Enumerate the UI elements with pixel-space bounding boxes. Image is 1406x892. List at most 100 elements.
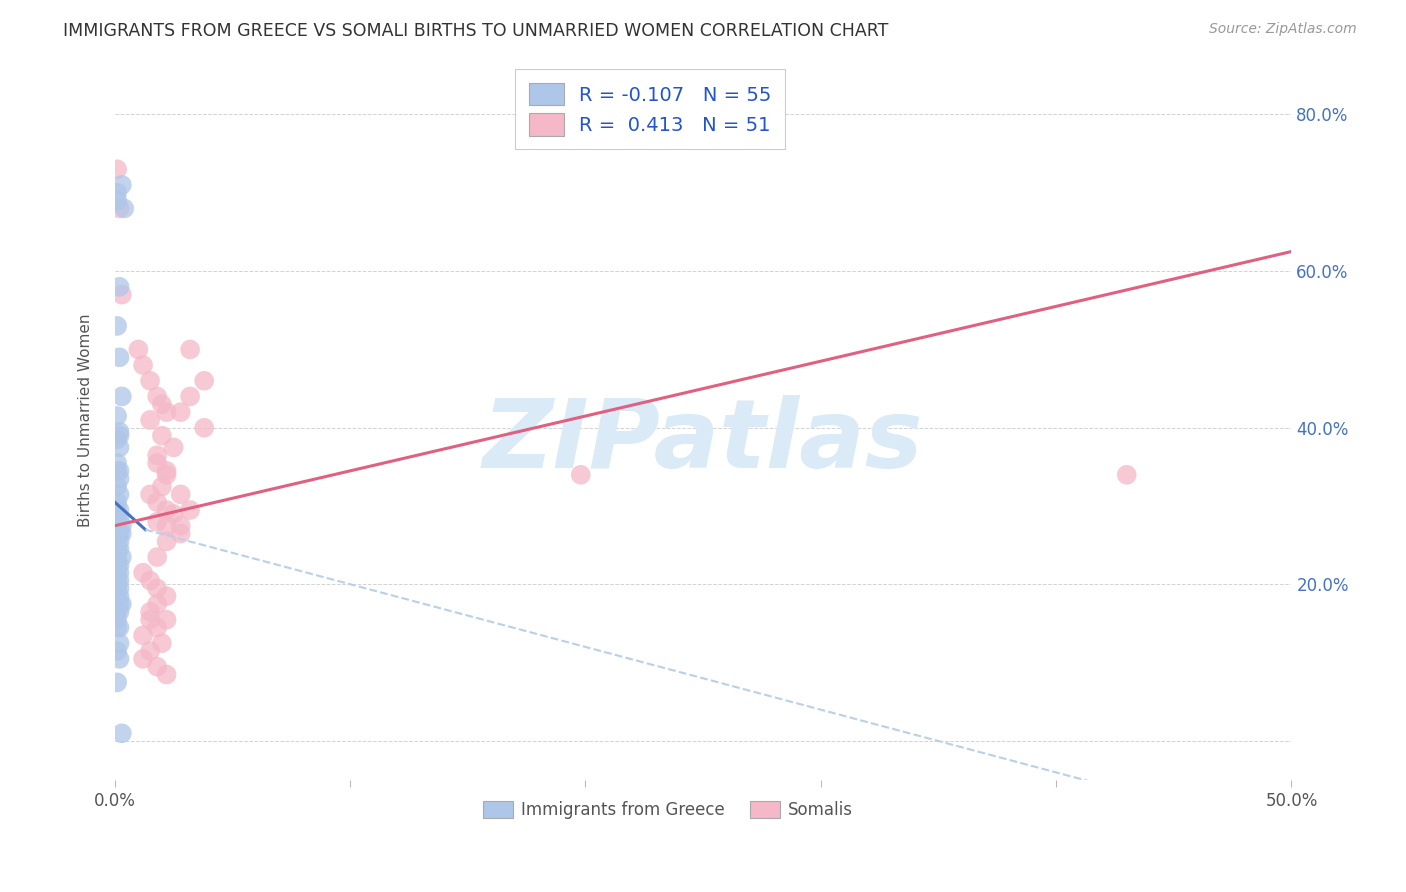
Point (111, 518, 134, 533)
Point (108, 558, 131, 572)
Point (108, 582, 131, 596)
Legend: Immigrants from Greece, Somalis: Immigrants from Greece, Somalis (477, 795, 859, 826)
Point (155, 518, 177, 533)
Point (108, 589, 131, 603)
Point (111, 726, 134, 740)
Point (108, 472, 131, 486)
Point (179, 343, 201, 357)
Point (108, 605, 131, 619)
Point (108, 566, 131, 580)
Point (139, 574, 162, 588)
Point (127, 343, 149, 357)
Point (146, 448, 169, 462)
Point (150, 397, 173, 411)
Point (108, 487, 131, 501)
Point (132, 358, 155, 372)
Point (108, 202, 131, 216)
Point (108, 464, 131, 478)
Point (105, 495, 128, 509)
Point (108, 511, 131, 525)
Point (108, 428, 131, 442)
Point (170, 518, 193, 533)
Point (155, 464, 177, 478)
Point (155, 667, 177, 681)
Point (105, 589, 128, 603)
Point (150, 479, 173, 493)
Point (139, 613, 162, 627)
Point (105, 605, 128, 619)
Point (155, 503, 177, 517)
Point (569, 467, 592, 482)
Point (146, 495, 169, 509)
Point (105, 549, 128, 564)
Point (108, 542, 131, 557)
Point (155, 589, 177, 603)
Point (105, 558, 128, 572)
Point (146, 582, 169, 596)
Point (108, 574, 131, 588)
Point (105, 582, 128, 596)
Point (105, 479, 128, 493)
Point (150, 428, 173, 442)
Text: Source: ZipAtlas.com: Source: ZipAtlas.com (1209, 22, 1357, 37)
Point (108, 503, 131, 517)
Point (170, 405, 193, 419)
Text: ZIPatlas: ZIPatlas (482, 395, 924, 488)
Point (111, 178, 134, 192)
Point (146, 549, 169, 564)
Point (179, 389, 201, 403)
Point (111, 287, 134, 301)
Point (105, 464, 128, 478)
Point (170, 487, 193, 501)
Point (108, 652, 131, 666)
Point (155, 467, 177, 482)
Point (193, 374, 215, 388)
Point (162, 441, 184, 455)
Point (105, 318, 128, 333)
Point (105, 162, 128, 177)
Point (105, 613, 128, 627)
Point (108, 441, 131, 455)
Point (139, 413, 162, 427)
Point (111, 549, 134, 564)
Point (105, 621, 128, 635)
Point (179, 503, 201, 517)
Point (139, 644, 162, 658)
Point (139, 605, 162, 619)
Point (105, 409, 128, 423)
Point (105, 511, 128, 525)
Point (170, 526, 193, 541)
Point (105, 433, 128, 447)
Point (146, 456, 169, 470)
Point (105, 566, 128, 580)
Point (108, 636, 131, 650)
Point (112, 202, 135, 216)
Point (162, 507, 184, 521)
Point (146, 389, 169, 403)
Point (146, 659, 169, 673)
Point (1115, 467, 1137, 482)
Point (108, 526, 131, 541)
Point (139, 374, 162, 388)
Point (132, 652, 155, 666)
Point (155, 405, 177, 419)
Point (146, 621, 169, 635)
Point (132, 628, 155, 642)
Point (111, 526, 134, 541)
Point (108, 351, 131, 365)
Point (150, 636, 173, 650)
Point (155, 613, 177, 627)
Point (108, 597, 131, 611)
Point (105, 574, 128, 588)
Point (105, 503, 128, 517)
Y-axis label: Births to Unmarried Women: Births to Unmarried Women (79, 313, 93, 526)
Point (111, 389, 134, 403)
Point (108, 279, 131, 293)
Point (108, 621, 131, 635)
Point (105, 518, 128, 533)
Point (105, 644, 128, 658)
Point (193, 421, 215, 435)
Point (155, 534, 177, 549)
Point (111, 597, 134, 611)
Point (105, 542, 128, 557)
